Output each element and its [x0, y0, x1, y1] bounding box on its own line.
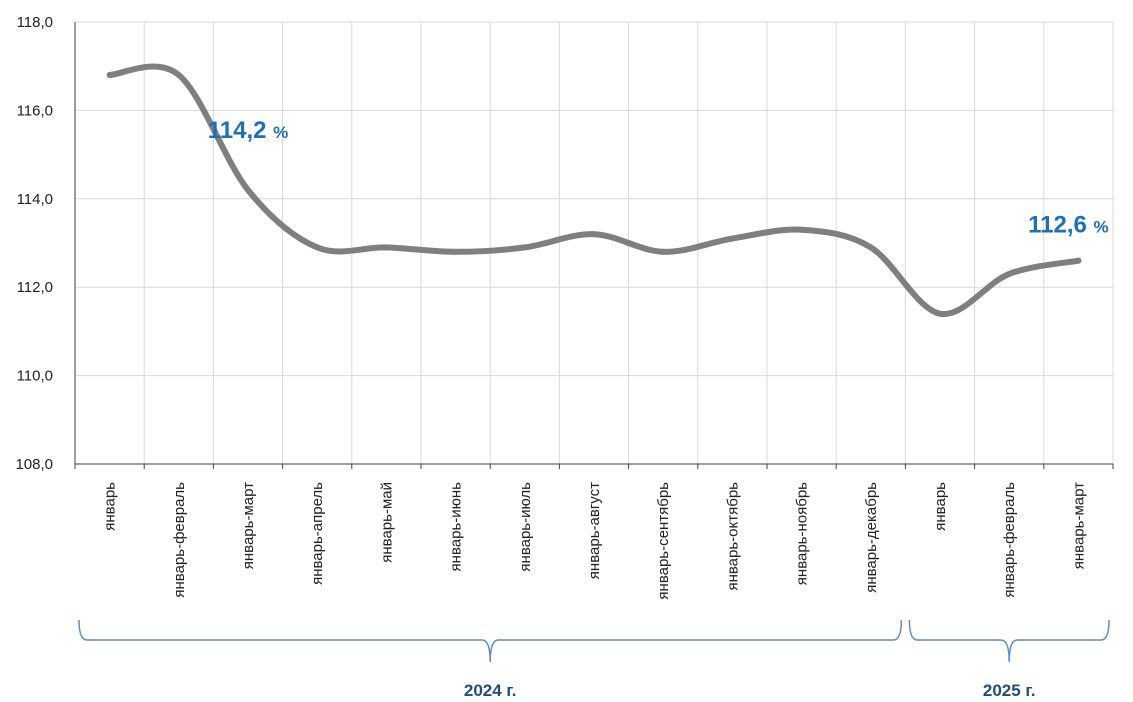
series	[106, 63, 1082, 317]
x-tick-label: январь-декабрь	[863, 482, 880, 593]
data-point	[175, 72, 182, 79]
x-axis: январь январь-февраль январь-март январь-ап…	[74, 22, 1114, 600]
data-point	[106, 72, 113, 79]
year-groups: 2024 г. 2025 г.	[78, 619, 1110, 700]
y-tick-label: 110,0	[17, 368, 53, 385]
year-bracket	[78, 619, 903, 663]
x-tick-label: январь	[932, 482, 949, 531]
x-tick-label: январь-март	[240, 482, 257, 569]
y-axis: 108,0 110,0 112,0 114,0 116,0 118,0	[15, 14, 53, 473]
data-point	[1006, 270, 1013, 277]
x-tick-label: январь-сентябрь	[655, 482, 672, 600]
x-tick-label: январь-февраль	[171, 482, 188, 598]
data-point	[591, 231, 597, 238]
annotations: 114,2 % 112,6 %	[208, 117, 1109, 239]
data-label: 112,6 %	[1028, 212, 1109, 239]
y-tick-label: 114,0	[17, 191, 53, 208]
y-tick-label: 116,0	[17, 102, 53, 119]
x-tick-label: январь-апрель	[309, 482, 326, 585]
x-tick-label: январь-февраль	[1001, 482, 1018, 598]
y-tick-label: 112,0	[17, 279, 53, 296]
data-point	[660, 248, 667, 255]
data-point	[245, 186, 251, 193]
x-tick-label: январь-июнь	[448, 482, 465, 572]
data-point	[867, 244, 874, 251]
data-point	[383, 244, 390, 251]
data-point	[729, 235, 736, 242]
year-label: 2024 г.	[464, 681, 517, 700]
data-point	[1075, 257, 1082, 264]
y-tick-label: 118,0	[17, 14, 53, 31]
x-tick-label: январь-июль	[517, 482, 534, 572]
grid	[75, 21, 1114, 464]
data-point	[452, 248, 459, 255]
data-point	[314, 244, 321, 251]
year-label: 2025 г.	[983, 681, 1036, 700]
series-line	[106, 63, 1082, 317]
data-point	[937, 310, 943, 317]
year-bracket	[908, 619, 1110, 663]
data-point	[521, 244, 528, 251]
x-tick-label: январь	[102, 482, 119, 531]
x-tick-label: январь-ноябрь	[794, 482, 811, 585]
x-tick-label: январь-октябрь	[724, 482, 741, 591]
data-point	[798, 226, 805, 233]
x-tick-label: январь-март	[1070, 482, 1087, 569]
x-tick-label: январь-май	[378, 482, 395, 563]
y-tick-label: 108,0	[15, 456, 53, 473]
x-tick-label: январь-август	[586, 482, 603, 579]
data-label: 114,2 %	[208, 117, 289, 144]
